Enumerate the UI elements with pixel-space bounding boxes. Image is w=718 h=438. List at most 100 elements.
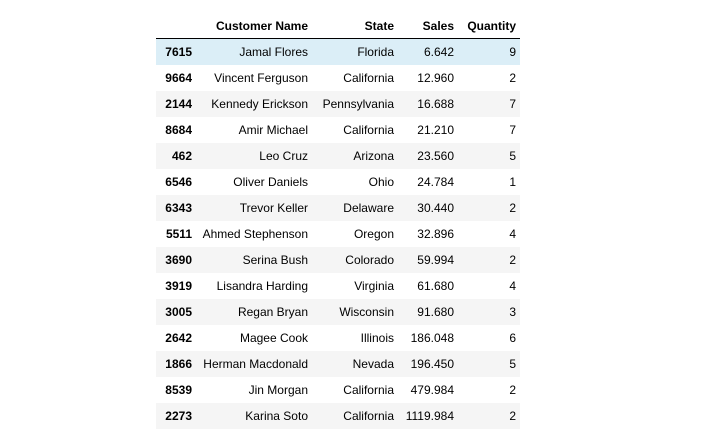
header-row: Customer Name State Sales Quantity bbox=[156, 13, 520, 39]
cell-sales: 61.680 bbox=[417, 279, 454, 293]
cell-state: California bbox=[343, 409, 394, 423]
row-index: 5511 bbox=[165, 227, 192, 241]
cell-quantity: 5 bbox=[509, 357, 516, 371]
table-row: 462 Leo Cruz Arizona 23.560 5 bbox=[156, 143, 520, 169]
cell-quantity: 2 bbox=[509, 383, 516, 397]
table-row: 2642 Magee Cook Illinois 186.048 6 bbox=[156, 325, 520, 351]
cell-sales: 6.642 bbox=[423, 45, 454, 59]
cell-customer-name: Kennedy Erickson bbox=[211, 97, 308, 111]
cell-sales: 91.680 bbox=[417, 305, 454, 319]
cell-customer-name: Ahmed Stephenson bbox=[202, 227, 308, 241]
row-index: 6546 bbox=[165, 175, 192, 189]
cell-customer-name: Trevor Keller bbox=[239, 201, 308, 215]
dataframe-table: Customer Name State Sales Quantity 7615 … bbox=[156, 13, 520, 429]
column-header-state: State bbox=[312, 13, 398, 39]
cell-quantity: 4 bbox=[509, 279, 516, 293]
table-row: 5511 Ahmed Stephenson Oregon 32.896 4 bbox=[156, 221, 520, 247]
cell-quantity: 2 bbox=[509, 71, 516, 85]
cell-quantity: 9 bbox=[509, 45, 516, 59]
cell-sales: 32.896 bbox=[417, 227, 454, 241]
table-row: 6343 Trevor Keller Delaware 30.440 2 bbox=[156, 195, 520, 221]
row-index: 2642 bbox=[165, 331, 192, 345]
cell-quantity: 6 bbox=[509, 331, 516, 345]
cell-sales: 23.560 bbox=[417, 149, 454, 163]
cell-quantity: 7 bbox=[509, 97, 516, 111]
dataframe-output: Customer Name State Sales Quantity 7615 … bbox=[156, 13, 520, 429]
cell-sales: 12.960 bbox=[417, 71, 454, 85]
cell-customer-name: Lisandra Harding bbox=[216, 279, 308, 293]
cell-state: Delaware bbox=[343, 201, 394, 215]
cell-quantity: 4 bbox=[509, 227, 516, 241]
cell-customer-name: Karina Soto bbox=[245, 409, 308, 423]
row-index: 3005 bbox=[165, 305, 192, 319]
row-index: 2273 bbox=[165, 409, 192, 423]
cell-customer-name: Magee Cook bbox=[239, 331, 308, 345]
column-header-customer-name: Customer Name bbox=[196, 13, 312, 39]
cell-state: Pennsylvania bbox=[322, 97, 394, 111]
cell-sales: 24.784 bbox=[417, 175, 454, 189]
cell-sales: 479.984 bbox=[410, 383, 454, 397]
table-header: Customer Name State Sales Quantity bbox=[156, 13, 520, 39]
table-row: 8539 Jin Morgan California 479.984 2 bbox=[156, 377, 520, 403]
cell-sales: 59.994 bbox=[417, 253, 454, 267]
table-row: 9664 Vincent Ferguson California 12.960 … bbox=[156, 65, 520, 91]
cell-sales: 196.450 bbox=[410, 357, 454, 371]
cell-state: Colorado bbox=[345, 253, 394, 267]
cell-state: California bbox=[343, 383, 394, 397]
cell-customer-name: Jamal Flores bbox=[239, 45, 308, 59]
row-index: 3919 bbox=[165, 279, 192, 293]
cell-state: Nevada bbox=[352, 357, 394, 371]
table-row: 2273 Karina Soto California 1119.984 2 bbox=[156, 403, 520, 429]
cell-state: California bbox=[343, 123, 394, 137]
cell-state: California bbox=[343, 71, 394, 85]
table-row: 3690 Serina Bush Colorado 59.994 2 bbox=[156, 247, 520, 273]
table-row: 2144 Kennedy Erickson Pennsylvania 16.68… bbox=[156, 91, 520, 117]
table-body: 7615 Jamal Flores Florida 6.642 9 9664 V… bbox=[156, 38, 520, 429]
table-row: 3005 Regan Bryan Wisconsin 91.680 3 bbox=[156, 299, 520, 325]
row-index: 7615 bbox=[165, 45, 192, 59]
cell-sales: 21.210 bbox=[417, 123, 454, 137]
table-row: 7615 Jamal Flores Florida 6.642 9 bbox=[156, 38, 520, 65]
cell-state: Florida bbox=[357, 45, 394, 59]
row-index: 8539 bbox=[165, 383, 192, 397]
cell-state: Oregon bbox=[353, 227, 394, 241]
cell-customer-name: Leo Cruz bbox=[259, 149, 308, 163]
table-row: 3919 Lisandra Harding Virginia 61.680 4 bbox=[156, 273, 520, 299]
cell-sales: 30.440 bbox=[417, 201, 454, 215]
table-row: 8684 Amir Michael California 21.210 7 bbox=[156, 117, 520, 143]
row-index: 1866 bbox=[165, 357, 192, 371]
row-index: 8684 bbox=[165, 123, 192, 137]
row-index: 462 bbox=[171, 149, 192, 163]
cell-quantity: 2 bbox=[509, 201, 516, 215]
table-row: 1866 Herman Macdonald Nevada 196.450 5 bbox=[156, 351, 520, 377]
row-index: 3690 bbox=[165, 253, 192, 267]
cell-customer-name: Herman Macdonald bbox=[203, 357, 308, 371]
cell-state: Wisconsin bbox=[339, 305, 394, 319]
cell-state: Virginia bbox=[354, 279, 394, 293]
cell-quantity: 5 bbox=[509, 149, 516, 163]
cell-sales: 186.048 bbox=[410, 331, 454, 345]
cell-quantity: 2 bbox=[509, 409, 516, 423]
cell-state: Arizona bbox=[353, 149, 394, 163]
cell-sales: 16.688 bbox=[417, 97, 454, 111]
cell-sales: 1119.984 bbox=[405, 409, 454, 423]
row-index: 2144 bbox=[165, 97, 192, 111]
cell-quantity: 3 bbox=[509, 305, 516, 319]
table-row: 6546 Oliver Daniels Ohio 24.784 1 bbox=[156, 169, 520, 195]
column-header-sales: Sales bbox=[398, 13, 458, 39]
column-header-quantity: Quantity bbox=[458, 13, 520, 39]
cell-state: Illinois bbox=[360, 331, 394, 345]
index-header bbox=[156, 13, 196, 39]
cell-customer-name: Serina Bush bbox=[242, 253, 308, 267]
cell-customer-name: Vincent Ferguson bbox=[214, 71, 308, 85]
cell-customer-name: Amir Michael bbox=[238, 123, 308, 137]
cell-state: Ohio bbox=[368, 175, 394, 189]
cell-customer-name: Jin Morgan bbox=[248, 383, 308, 397]
cell-customer-name: Regan Bryan bbox=[237, 305, 308, 319]
row-index: 6343 bbox=[165, 201, 192, 215]
cell-quantity: 1 bbox=[509, 175, 516, 189]
cell-quantity: 2 bbox=[509, 253, 516, 267]
cell-quantity: 7 bbox=[509, 123, 516, 137]
row-index: 9664 bbox=[165, 71, 192, 85]
cell-customer-name: Oliver Daniels bbox=[233, 175, 308, 189]
